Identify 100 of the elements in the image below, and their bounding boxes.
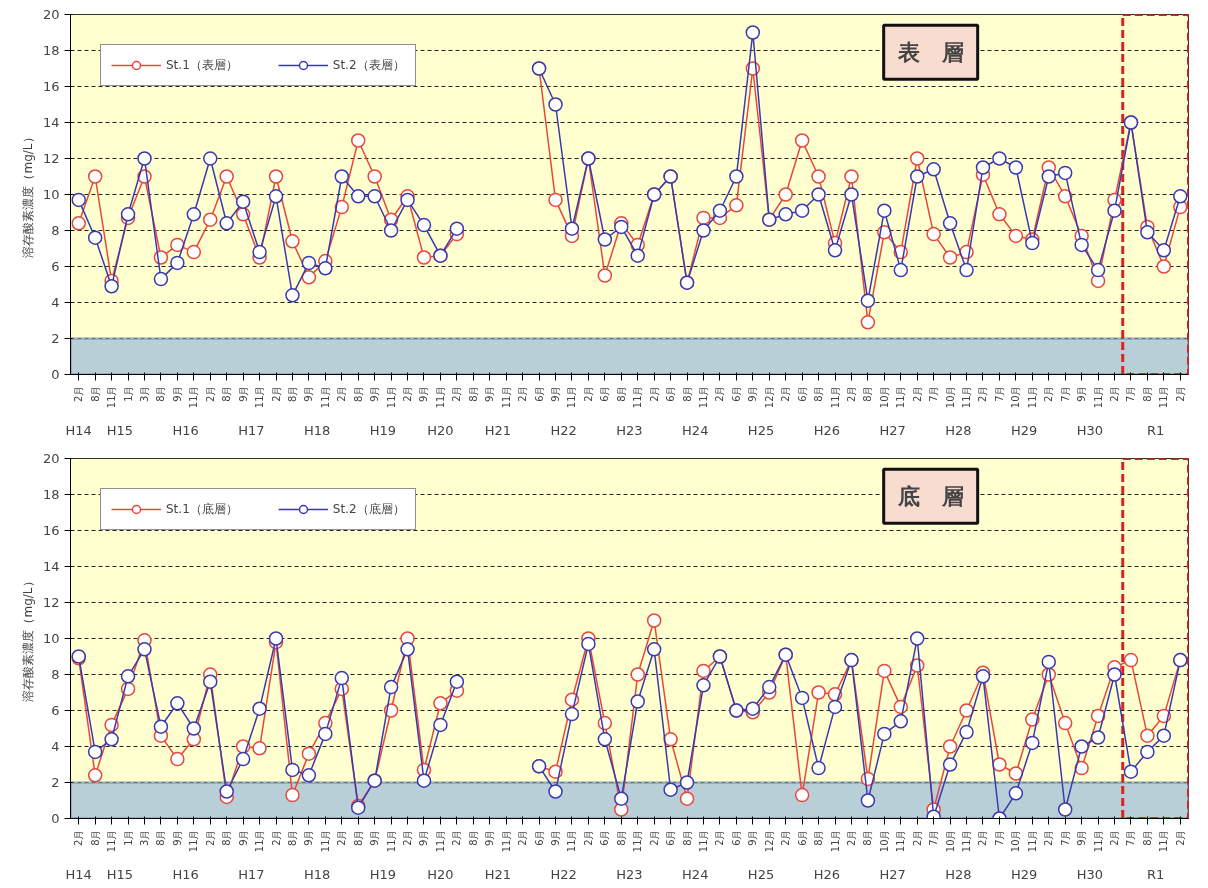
x-tick-label: 2月 [270,385,282,402]
text: H25 [747,866,775,882]
text: H23 [616,422,643,438]
x-tick-label: 2月 [270,829,282,846]
text: H14 [65,866,92,882]
x-tick-label: 8月 [467,829,479,846]
x-tick-label: 11月 [829,385,841,409]
x-tick-label: 2月 [911,385,923,402]
x-tick-label: 10月 [1010,829,1022,853]
x-tick-label: 9月 [747,829,759,846]
x-tick-label: 11月 [434,385,446,409]
text: H16 [172,422,199,438]
x-tick-label: 11月 [1158,829,1170,853]
x-tick-label: 2月 [648,385,660,402]
x-tick-label: 2月 [714,829,726,846]
x-tick-label: 11月 [1092,829,1104,853]
x-tick-label: 11月 [500,829,512,853]
x-tick-label: 2月 [1174,829,1186,846]
legend-label: St.2（底層） [332,500,405,518]
x-tick-label: 6月 [665,829,677,846]
x-tick-label: 6月 [599,829,611,846]
x-tick-label: 2月 [517,385,529,402]
x-tick-label: 2月 [402,829,414,846]
x-tick-label: 2月 [845,829,857,846]
x-tick-label: 9月 [369,385,381,402]
text: H14 [65,422,92,438]
y-tick-label: 14 [42,559,60,574]
x-tick-label: 1月 [122,829,134,846]
x-tick-label: 7月 [993,385,1005,402]
x-tick-label: 10月 [1010,385,1022,409]
x-tick-label: 8月 [352,385,364,402]
y-tick-label: 8 [51,223,60,238]
x-tick-label: 11月 [829,829,841,853]
x-tick-label: 11月 [254,385,266,409]
text: H30 [1076,866,1104,882]
text: H29 [1010,866,1038,882]
x-tick-label: 6月 [796,829,808,846]
x-tick-label: 11月 [434,829,446,853]
y-tick-label: 16 [42,523,60,538]
x-tick-label: 9月 [237,829,249,846]
x-tick-label: 6月 [796,385,808,402]
x-tick-label: 11月 [632,829,644,853]
text: H27 [879,866,906,882]
x-tick-label: 9月 [303,385,315,402]
y-tick-label: 12 [42,595,60,610]
x-tick-label: 11月 [697,385,709,409]
x-tick-label: 9月 [418,385,430,402]
x-tick-label: 8月 [286,385,298,402]
text: H24 [682,422,709,438]
y-tick-label: 20 [42,451,60,466]
x-tick-label: 9月 [484,829,496,846]
text: H24 [682,866,709,882]
annotation: 底 層 [896,483,964,510]
x-tick-label: 11月 [632,385,644,409]
x-tick-label: 11月 [106,829,118,853]
x-tick-label: 10月 [878,829,890,853]
x-tick-label: 8月 [1141,385,1153,402]
text: H17 [238,866,265,882]
x-tick-label: 8月 [89,385,101,402]
y-tick-label: 18 [42,43,60,58]
x-tick-label: 8月 [221,829,233,846]
x-tick-label: 6月 [533,829,545,846]
x-tick-label: 3月 [138,385,150,402]
x-tick-label: 2月 [1109,385,1121,402]
text: H28 [945,422,972,438]
x-tick-label: 11月 [319,385,331,409]
y-tick-label: 2 [51,331,60,346]
x-tick-label: 1月 [122,385,134,402]
text: H15 [106,422,133,438]
y-tick-label: 0 [51,367,60,382]
x-tick-label: 8月 [615,829,627,846]
x-tick-label: 9月 [303,829,315,846]
text: H29 [1010,422,1038,438]
x-tick-label: 11月 [566,385,578,409]
annotation: 表 層 [896,39,964,66]
legend-label: St.1（表層） [166,56,238,74]
x-tick-label: 10月 [944,385,956,409]
x-tick-label: 8月 [1141,829,1153,846]
x-tick-label: 11月 [697,829,709,853]
x-tick-label: 2月 [402,385,414,402]
text: H30 [1076,422,1104,438]
x-tick-label: 2月 [1043,385,1055,402]
x-tick-label: 11月 [1026,385,1038,409]
x-tick-label: 2月 [517,829,529,846]
x-tick-label: 10月 [944,829,956,853]
x-tick-label: 2月 [451,829,463,846]
x-tick-label: 8月 [862,829,874,846]
x-tick-label: 8月 [155,385,167,402]
x-tick-label: 9月 [1076,829,1088,846]
x-tick-label: 7月 [1059,829,1071,846]
x-tick-label: 8月 [155,829,167,846]
x-tick-label: 2月 [582,829,594,846]
x-tick-label: 6月 [533,385,545,402]
y-tick-label: 4 [51,295,60,310]
x-tick-label: 7月 [1059,385,1071,402]
x-tick-label: 11月 [961,385,973,409]
x-tick-label: 11月 [188,385,200,409]
x-tick-label: 11月 [566,829,578,853]
x-tick-label: 11月 [961,829,973,853]
x-tick-label: 6月 [730,829,742,846]
